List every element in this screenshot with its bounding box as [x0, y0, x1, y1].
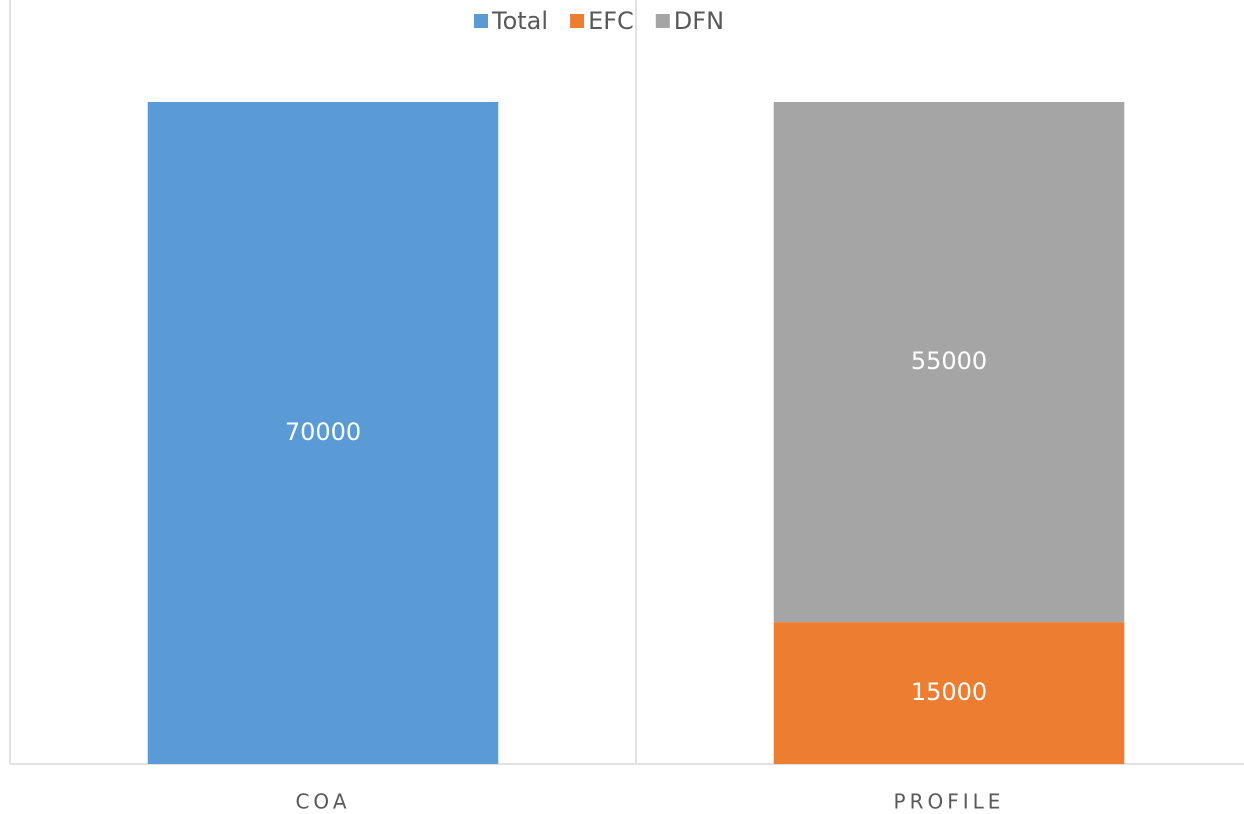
legend-swatch: [474, 14, 488, 28]
bar-segment: [147, 101, 499, 765]
x-tick-label: COA: [295, 790, 350, 814]
legend-label: EFC: [588, 7, 634, 35]
bar-segment: [773, 101, 1125, 623]
legend-label: Total: [491, 7, 548, 35]
x-tick-label: PROFILE: [894, 790, 1005, 814]
data-label: 15000: [911, 678, 987, 706]
data-label: 70000: [285, 418, 361, 446]
data-label: 55000: [911, 347, 987, 375]
bar-segment: [773, 622, 1125, 764]
legend-swatch: [655, 14, 670, 28]
legend-label: DFN: [674, 7, 724, 35]
legend-swatch: [570, 14, 585, 28]
